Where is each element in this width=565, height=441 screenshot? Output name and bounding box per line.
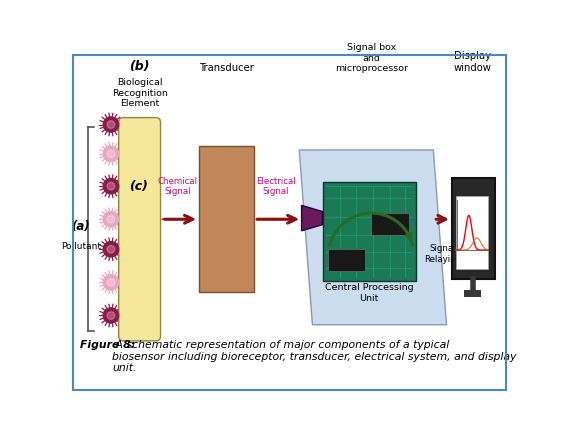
Text: Transducer: Transducer [199,63,254,73]
Text: A schematic representation of major components of a typical
biosensor including : A schematic representation of major comp… [112,340,517,374]
Circle shape [107,279,115,286]
Text: Electrical
Signal: Electrical Signal [256,177,296,196]
Bar [456,196,488,269]
Circle shape [107,215,115,223]
Circle shape [107,150,115,157]
Polygon shape [299,150,446,325]
Bar [371,213,408,235]
Circle shape [103,146,119,161]
Bar [198,146,254,292]
Text: Central Processing
Unit: Central Processing Unit [325,283,414,303]
Circle shape [103,212,119,227]
Circle shape [103,308,119,323]
Circle shape [107,312,115,319]
Text: Display
window: Display window [454,51,492,73]
Text: (a): (a) [71,220,90,233]
Circle shape [103,117,119,132]
Text: Figure 8:: Figure 8: [80,340,135,350]
Circle shape [107,121,115,128]
Text: Pollutant: Pollutant [60,243,101,251]
Text: (c): (c) [129,179,148,193]
Circle shape [107,182,115,190]
Circle shape [107,246,115,253]
Text: (b): (b) [129,60,150,73]
Text: Chemical
Signal: Chemical Signal [158,177,198,196]
Circle shape [103,275,119,290]
Text: Signal box
and
microprocessor: Signal box and microprocessor [335,43,408,73]
Text: Biological
Recognition
Element: Biological Recognition Element [112,78,168,108]
FancyBboxPatch shape [119,118,160,341]
Bar [452,179,494,279]
Circle shape [103,179,119,194]
Circle shape [103,242,119,257]
Bar [464,290,481,297]
Bar [328,249,365,271]
Polygon shape [302,206,323,231]
Text: Signal
Relaying: Signal Relaying [424,244,461,264]
Bar [323,182,415,281]
